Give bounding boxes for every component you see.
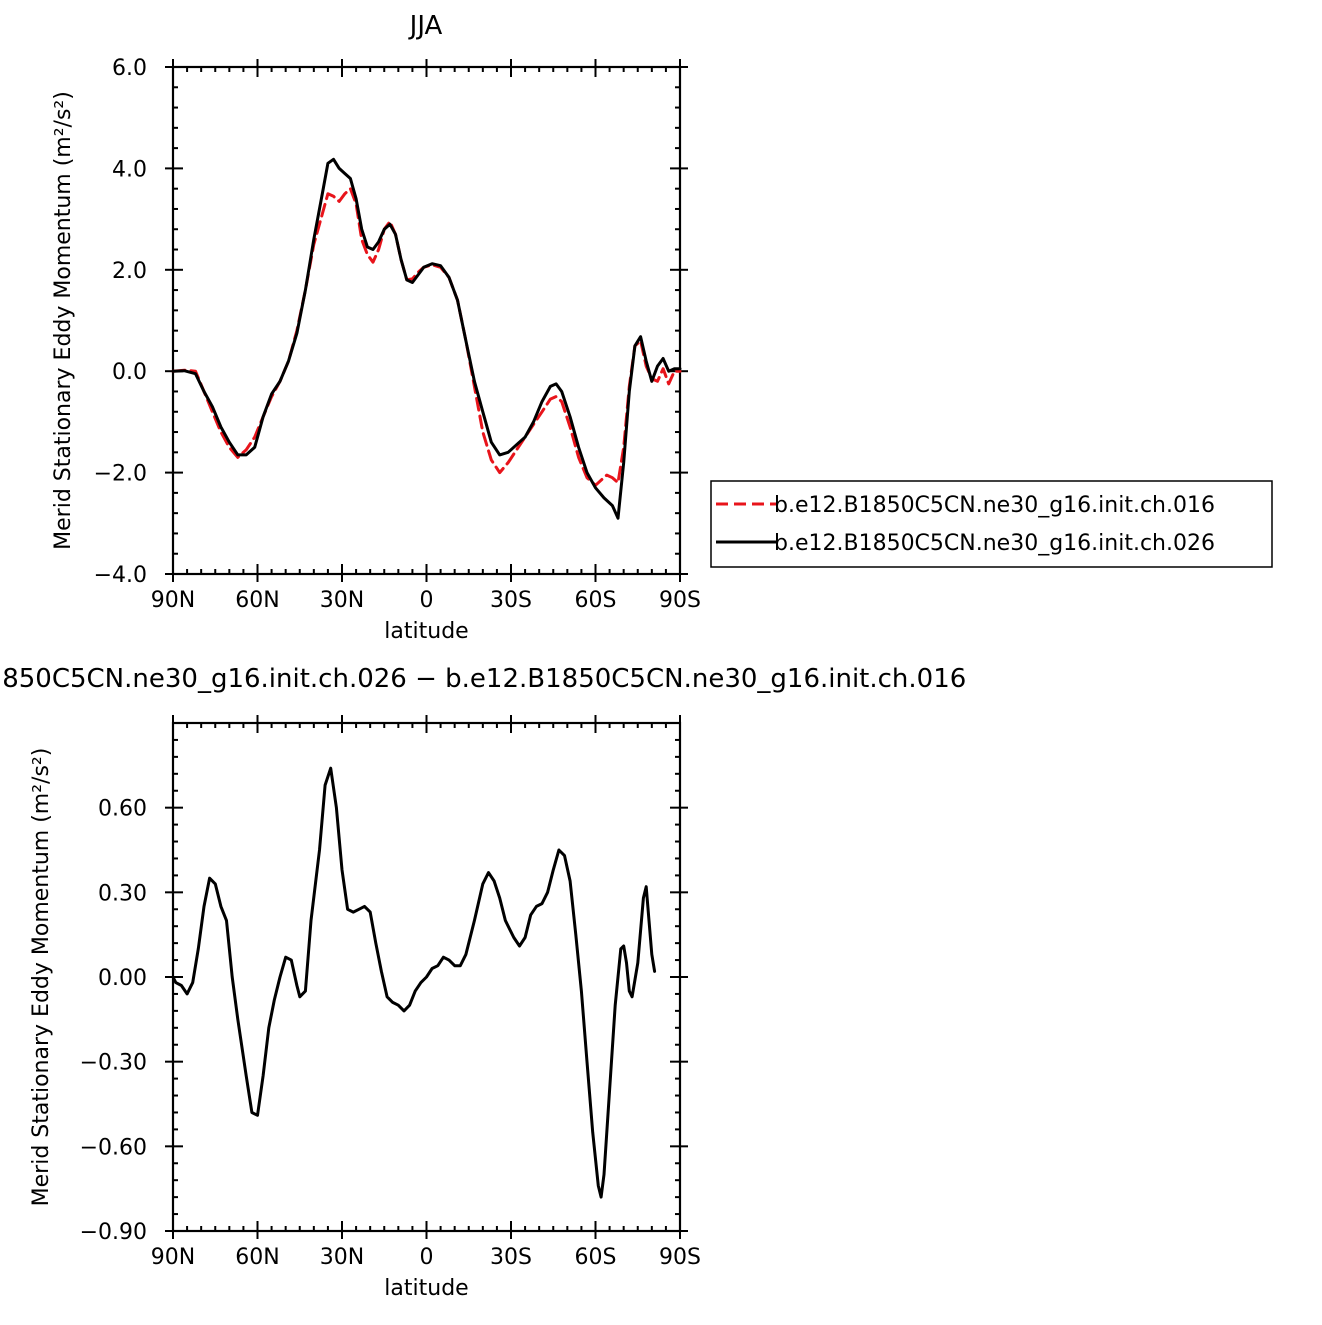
x-tick-label: 60N — [235, 1245, 279, 1270]
y-axis-label: Merid Stationary Eddy Momentum (m²/s²) — [29, 748, 54, 1207]
series-line-0 — [171, 766, 657, 1199]
x-tick-label: 30S — [490, 1245, 532, 1270]
y-tick-label: −4.0 — [94, 563, 147, 588]
x-tick-label: 0 — [420, 588, 434, 613]
x-axis-label: latitude — [384, 1276, 468, 1301]
x-tick-label: 60N — [235, 588, 279, 613]
y-axis-label: Merid Stationary Eddy Momentum (m²/s²) — [51, 91, 76, 550]
x-tick-label: 30N — [320, 588, 364, 613]
legend-box — [710, 480, 1273, 568]
x-tick-label: 90N — [151, 588, 195, 613]
y-tick-label: −0.30 — [80, 1051, 147, 1076]
x-tick-label: 60S — [575, 1245, 617, 1270]
top-chart: 90N 60N 30N 0 30S 60S 90S 6.0 4.0 2.0 0.0 −2.0 −4.0 l… — [51, 11, 701, 644]
series-line-0 — [171, 187, 682, 487]
legend-label-0: b.e12.B1850C5CN.ne30_g16.init.ch.016 — [774, 493, 1215, 518]
x-axis-label: latitude — [384, 619, 468, 644]
y-tick-label: 0.0 — [112, 360, 147, 385]
y-tick-label: 0.00 — [98, 966, 147, 991]
x-tick-label: 90S — [659, 588, 701, 613]
series-line-1 — [171, 157, 682, 520]
y-tick-label: 2.0 — [112, 259, 147, 284]
chart-title: b.e12.B1850C5CN.ne30_g16.init.ch.026 − b… — [0, 664, 966, 694]
x-tick-label: 30N — [320, 1245, 364, 1270]
y-tick-label: −0.60 — [80, 1135, 147, 1160]
x-tick-label: 60S — [575, 588, 617, 613]
top-legend: b.e12.B1850C5CN.ne30_g16.init.ch.016 b.e1… — [710, 480, 1273, 568]
y-tick-label: 0.60 — [98, 797, 147, 822]
y-tick-label: 4.0 — [112, 157, 147, 182]
x-tick-label: 30S — [490, 588, 532, 613]
y-tick-label: −0.90 — [80, 1220, 147, 1245]
x-tick-label: 90N — [151, 1245, 195, 1270]
x-tick-label: 90S — [659, 1245, 701, 1270]
y-tick-label: 6.0 — [112, 56, 147, 81]
y-tick-label: −2.0 — [94, 462, 147, 487]
legend-label-1: b.e12.B1850C5CN.ne30_g16.init.ch.026 — [774, 531, 1215, 556]
y-tick-label: 0.30 — [98, 881, 147, 906]
bottom-chart: 90N 60N 30N 0 30S 60S 90S 0.60 0.30 0.00 −0.30 −0.6… — [0, 664, 966, 1301]
x-tick-label: 0 — [420, 1245, 434, 1270]
chart-title: JJA — [408, 11, 443, 41]
